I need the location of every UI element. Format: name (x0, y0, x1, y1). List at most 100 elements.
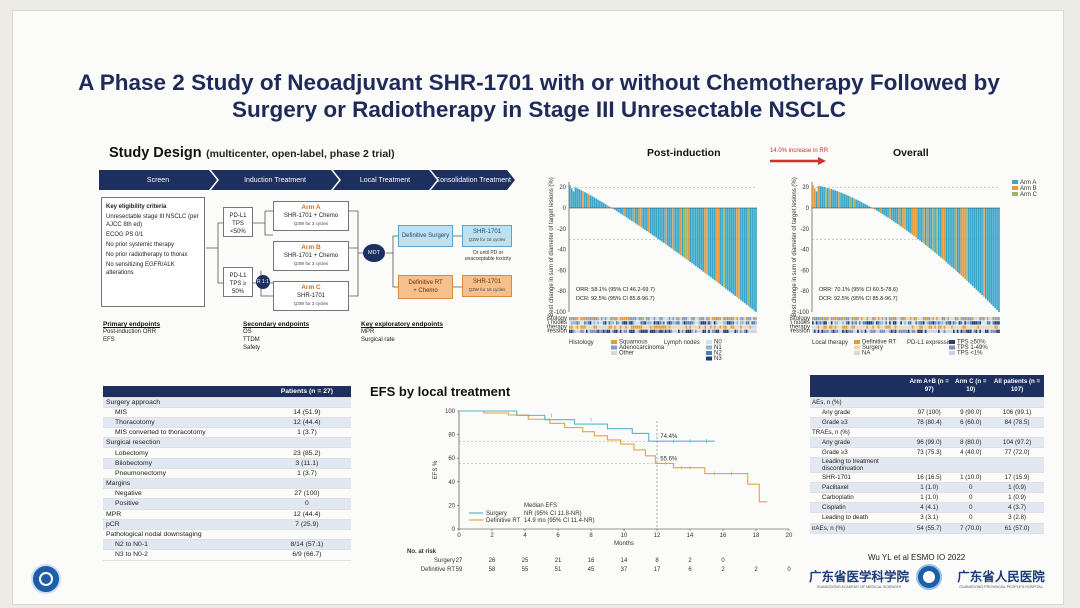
annotation-cell (883, 329, 886, 333)
risk-rt-value: 45 (588, 567, 595, 573)
efs-legend-head: Median EFS (524, 503, 557, 509)
waterfall-bar (685, 208, 688, 260)
annotation-cell (860, 325, 863, 329)
annotation-cell (610, 317, 613, 321)
waterfall-bar (832, 189, 835, 208)
annotation-cell (941, 321, 944, 325)
annotation-cell (632, 329, 635, 333)
annotation-cell (945, 317, 948, 321)
annotation-cell (986, 321, 989, 325)
annotation-cell (659, 329, 661, 333)
annotation-cell (889, 329, 891, 333)
annotation-cell (832, 325, 835, 329)
annotation-cell (843, 317, 846, 321)
waterfall-bar (853, 198, 856, 208)
annotation-cell (907, 329, 910, 333)
table-cell: Leading to treatment discontinuation (810, 457, 908, 474)
annotation-cell (885, 329, 887, 333)
annotation-cell (644, 317, 646, 321)
annotation-cell (951, 317, 953, 321)
annotation-cell (604, 325, 607, 329)
waterfall-bar (906, 208, 908, 231)
table-cell: Leading to death (810, 512, 908, 524)
annotation-cell (629, 321, 631, 325)
table-cell: 0 (951, 502, 991, 514)
table-cell: Paclitaxel (810, 482, 908, 494)
annotation-cell (855, 329, 857, 333)
annotation-cell (683, 329, 686, 333)
annotation-cell (949, 321, 951, 325)
annotation-cell (642, 325, 644, 329)
annotation-cell (694, 325, 697, 329)
annotation-cell (570, 325, 573, 329)
waterfall-ytick: -100 (554, 310, 567, 316)
annotation-cell (666, 329, 669, 333)
table-cell: N3 to N0-2 (103, 549, 263, 561)
waterfall-bar (911, 208, 914, 235)
annotation-cell (853, 321, 856, 325)
annotation-cell (947, 325, 950, 329)
risk-surgery-value: 2 (688, 558, 692, 564)
annotation-cell (879, 317, 882, 321)
annotation-cell (629, 325, 631, 329)
annotation-cell (606, 317, 609, 321)
table-row: N3 to N0-2 6/9 (66.7) (103, 549, 351, 561)
annotation-cell (589, 321, 592, 325)
arm-c-name: Arm C (301, 284, 321, 291)
annotation-cell (823, 329, 825, 333)
annotation-cell (627, 329, 629, 333)
annotation-cell (924, 329, 927, 333)
annotation-cell (732, 325, 735, 329)
annotation-cell (828, 321, 831, 325)
study-design-heading: Study Design (multicenter, open-label, p… (109, 144, 395, 162)
annotation-cell (954, 317, 957, 321)
annotation-cell (907, 325, 910, 329)
annotation-cell (971, 329, 974, 333)
endpoint-item: Surgical rate (361, 337, 395, 343)
primary-title: Primary endpoints (103, 321, 161, 328)
annotation-cell (589, 317, 592, 321)
consol-rt-sched: Q3W for 16 cycles (468, 287, 506, 292)
annotation-cell (587, 317, 590, 321)
annotation-cell (670, 329, 673, 333)
table-row: Thoracotomy 12 (44.4) (103, 417, 351, 429)
annotation-cell (813, 329, 816, 333)
annotation-cell (663, 317, 665, 321)
waterfall-row-label: PD-L1 expression (547, 329, 567, 335)
table-cell (951, 457, 991, 474)
annotation-cell (828, 325, 831, 329)
annotation-cell (608, 329, 611, 333)
footer-legend-swatch (949, 345, 955, 350)
annotation-cell (653, 321, 656, 325)
waterfall-bar (874, 208, 876, 210)
waterfall-ytick: 0 (806, 206, 810, 212)
annotation-cell (847, 329, 850, 333)
arm-b-regimen: SHR-1701 + Chemo (283, 253, 339, 259)
annotation-cell (674, 329, 676, 333)
annotation-cell (875, 321, 878, 325)
annotation-cell (678, 321, 680, 325)
annotation-cell (881, 321, 884, 325)
annotation-cell (911, 321, 914, 325)
annotation-cell (617, 329, 620, 333)
annotation-cell (842, 317, 844, 321)
annotation-cell (975, 325, 978, 329)
annotation-cell (653, 317, 656, 321)
annotation-cell (838, 321, 840, 325)
risk-surgery-value: 14 (621, 558, 628, 564)
annotation-cell (887, 329, 889, 333)
waterfall-bar (623, 208, 626, 217)
strata-high: PD-L1 TPS ≥ 50% (223, 267, 253, 297)
waterfall-bar (949, 208, 951, 266)
annotation-cell (721, 325, 723, 329)
annotation-cell (569, 329, 571, 333)
annotation-cell (868, 329, 871, 333)
annotation-cell (979, 325, 981, 329)
efs-xtick: 16 (720, 533, 727, 539)
annotation-cell (647, 321, 650, 325)
annotation-cell (890, 321, 893, 325)
annotation-cell (704, 321, 707, 325)
annotation-cell (881, 317, 884, 321)
table-cell: Any grade (810, 437, 908, 448)
annotation-cell (668, 317, 671, 321)
